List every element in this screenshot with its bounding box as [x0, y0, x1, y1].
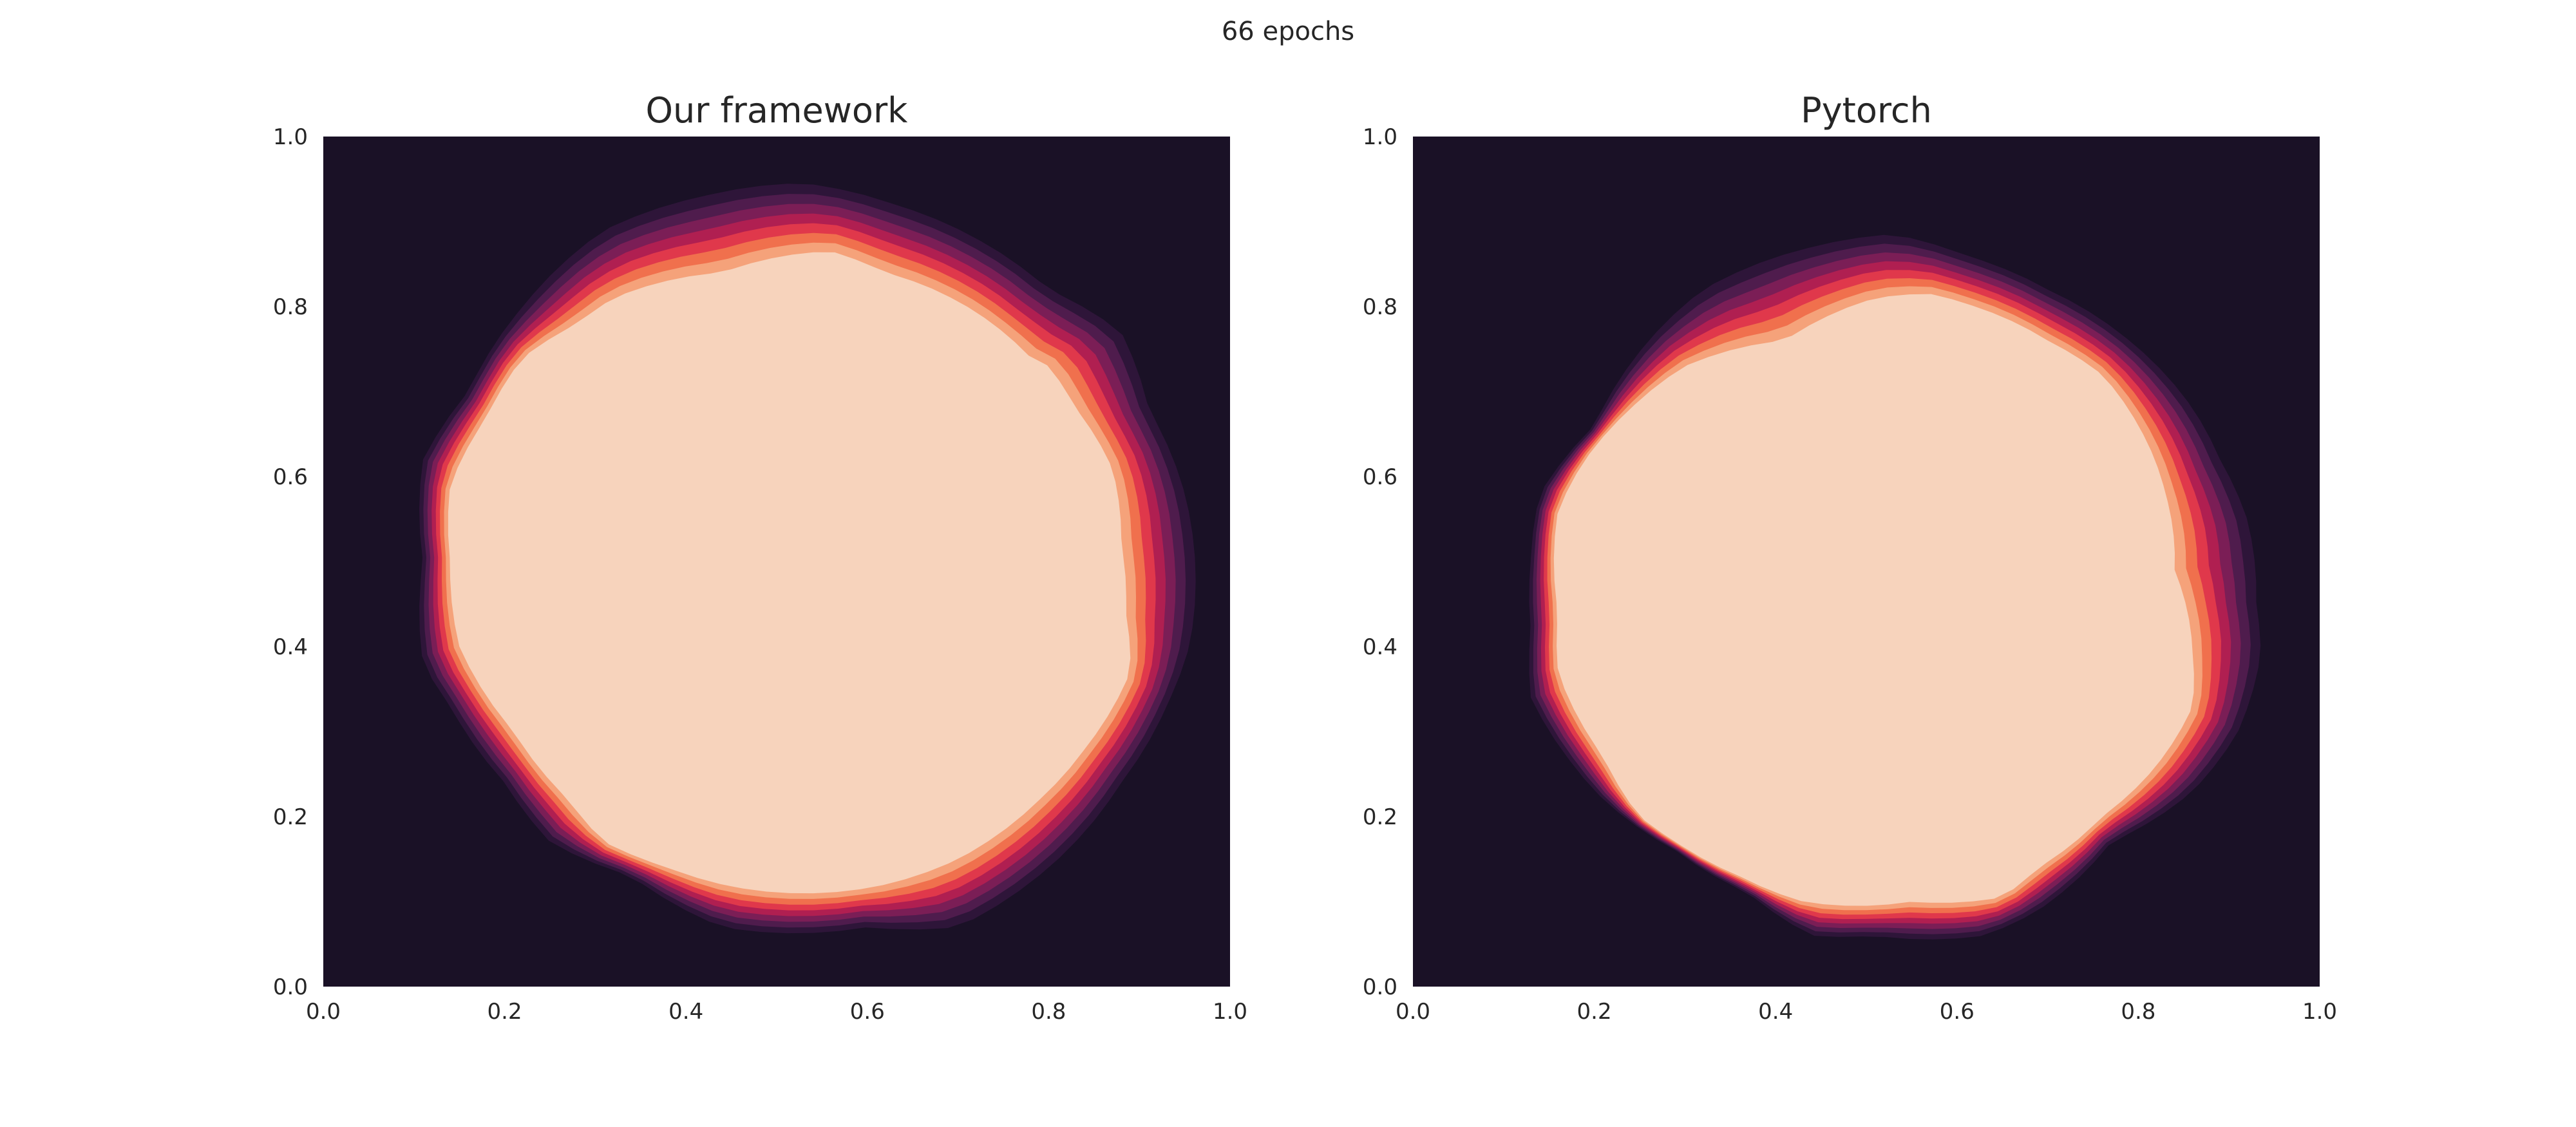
y-tick-label: 0.6 [1363, 464, 1397, 490]
y-tick-label: 0.0 [1363, 974, 1397, 1000]
y-tick-label: 0.8 [273, 294, 308, 320]
figure-suptitle: 66 epochs [1222, 17, 1354, 46]
right-panel: Pytorch 0.0 0.2 0.4 0.6 0.8 1.0 0.0 0.2 0.4 0.6 0.8… [1363, 90, 2337, 1025]
x-tick-label: 1.0 [1213, 999, 1247, 1025]
x-tick-label: 0.6 [1940, 999, 1975, 1025]
x-tick-label: 1.0 [2302, 999, 2337, 1025]
y-tick-label: 0.8 [1363, 294, 1397, 320]
y-tick-label: 0.2 [273, 804, 308, 830]
y-tick-label: 0.4 [273, 634, 308, 660]
x-tick-label: 0.8 [1031, 999, 1066, 1025]
y-tick-label: 0.4 [1363, 634, 1397, 660]
x-tick-label: 0.2 [488, 999, 522, 1025]
y-tick-label: 0.6 [273, 464, 308, 490]
x-tick-label: 0.8 [2121, 999, 2155, 1025]
panel-title: Pytorch [1801, 90, 1932, 131]
x-tick-label: 0.0 [1396, 999, 1430, 1025]
x-tick-label: 0.4 [668, 999, 703, 1025]
y-tick-label: 1.0 [273, 124, 308, 150]
left-panel: Our framework 0.0 0.2 0.4 0.6 0.8 1.0 0.0 0.2 0.4… [273, 90, 1247, 1025]
panel-title: Our framework [646, 90, 909, 131]
x-tick-label: 0.6 [850, 999, 885, 1025]
y-tick-label: 0.2 [1363, 804, 1397, 830]
y-tick-label: 0.0 [273, 974, 308, 1000]
x-tick-label: 0.4 [1758, 999, 1793, 1025]
x-tick-label: 0.0 [306, 999, 341, 1025]
contour-level-8 [448, 252, 1131, 894]
y-tick-label: 1.0 [1363, 124, 1397, 150]
x-tick-label: 0.2 [1577, 999, 1612, 1025]
contour-level-8 [1553, 294, 2194, 906]
